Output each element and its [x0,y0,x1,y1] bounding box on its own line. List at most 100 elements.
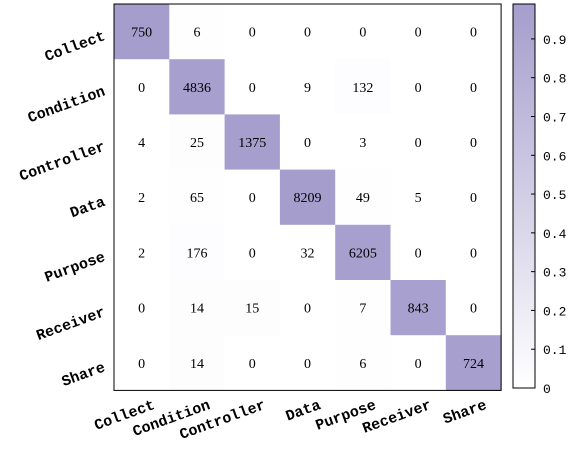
heatmap-cell [114,59,170,115]
cell-value-label: 0 [415,357,422,372]
heatmap-cell [335,169,391,226]
colorbar-tick-label: 0.8 [543,72,566,87]
cell-value-label: 1375 [238,136,266,151]
cell-value-label: 750 [131,26,152,41]
heatmap-cell [224,4,281,60]
colorbar-tick-label: 0.5 [543,188,566,203]
cell-value-label: 65 [190,191,204,206]
colorbar-gradient [512,3,536,389]
heatmap-cell [224,280,281,336]
heatmap-cell [224,224,281,281]
plot-frame [113,3,502,391]
cell-value-label: 0 [359,26,366,41]
cell-value-label: 14 [190,302,204,317]
cell-value-label: 0 [304,26,311,41]
heatmap-cell [335,280,391,336]
colorbar-tick-label: 0.6 [543,149,566,164]
cell-value-label: 0 [470,246,477,261]
heatmap-cell [224,169,281,226]
cell-value-label: 4 [138,136,145,151]
heatmap-cell [169,59,226,115]
cell-value-label: 0 [249,81,256,96]
column-label: Share [441,397,489,428]
heatmap-cell [390,4,447,60]
heatmap-cell [114,4,170,60]
heatmap-cell [224,114,281,171]
heatmap-cell [335,59,391,115]
row-label: Controller [17,139,107,186]
colorbar-ticks: 0 0.1 0.2 0.3 0.4 0.5 0.6 0.7 0.8 0.9 [531,33,567,397]
cell-value-label: 724 [463,357,484,372]
cell-value-label: 2 [138,191,145,206]
cell-value-label: 0 [470,302,477,317]
colorbar-tick-label: 0.2 [543,304,566,319]
cell-value-label: 14 [190,357,204,372]
cell-value-label: 0 [138,81,145,96]
cell-value-label: 25 [190,136,204,151]
colorbar: 0 0.1 0.2 0.3 0.4 0.5 0.6 0.7 0.8 0.9 [512,3,567,397]
heatmap-cell [279,280,336,336]
heatmap-cell [445,114,502,171]
cell-value-label: 8209 [294,191,322,206]
heatmap-cell [224,59,281,115]
heatmap-cell [335,4,391,60]
heatmap-cell [335,335,391,391]
cell-value-label: 0 [415,246,422,261]
heatmap-cell [114,114,170,171]
heatmap-cell [445,59,502,115]
heatmap-cell [114,280,170,336]
cell-value-label: 843 [408,302,429,317]
heatmap-cell [445,280,502,336]
cell-value-label: 0 [470,81,477,96]
heatmap-cell [445,4,502,60]
cell-value-label: 0 [138,357,145,372]
heatmap-cell [279,114,336,171]
cell-value-label: 4836 [183,81,211,96]
heatmap-cell [445,169,502,226]
cell-value-label: 0 [249,191,256,206]
heatmap-cell [114,335,170,391]
cell-value-label: 6 [193,26,200,41]
heatmap-cells: 750 6 0 0 0 0 00 4836 0 9 132 0 04 25 1375 0 3 0 02 65 0 8209… [114,4,502,391]
heatmap-cell [390,59,447,115]
cell-value-label: 0 [415,136,422,151]
heatmap-cell [114,169,170,226]
row-label: Share [60,360,108,391]
heatmap-cell [279,335,336,391]
cell-value-label: 176 [186,246,207,261]
colorbar-tick-label: 0.9 [543,33,566,48]
heatmap-cell [335,224,391,281]
cell-value-label: 7 [359,302,366,317]
heatmap-cell [390,280,447,336]
heatmap-cell [224,335,281,391]
cell-value-label: 132 [352,81,373,96]
cell-value-label: 0 [138,302,145,317]
cell-value-label: 0 [304,302,311,317]
row-label: Data [68,194,108,222]
cell-value-label: 5 [415,191,422,206]
cell-value-label: 0 [304,136,311,151]
cell-value-label: 0 [470,136,477,151]
cell-value-label: 9 [304,81,311,96]
heatmap-cell [169,280,226,336]
heatmap-cell [445,335,502,391]
cell-value-label: 0 [304,357,311,372]
cell-value-label: 0 [415,26,422,41]
cell-value-label: 6205 [349,246,377,261]
heatmap-cell [169,224,226,281]
cell-value-label: 0 [249,357,256,372]
heatmap-cell [169,169,226,226]
heatmap-cell [390,224,447,281]
heatmap-cell [390,114,447,171]
colorbar-tick-label: 0.1 [543,343,567,358]
cell-value-label: 3 [359,136,366,151]
heatmap-cell [279,224,336,281]
heatmap-cell [335,114,391,171]
row-labels: Collect Condition Controller Data Purpose Rec… [17,28,107,391]
colorbar-tick-label: 0.7 [543,110,566,125]
heatmap-cell [169,114,226,171]
cell-value-label: 0 [415,81,422,96]
row-label: Purpose [43,249,108,287]
row-label: Condition [26,84,108,128]
